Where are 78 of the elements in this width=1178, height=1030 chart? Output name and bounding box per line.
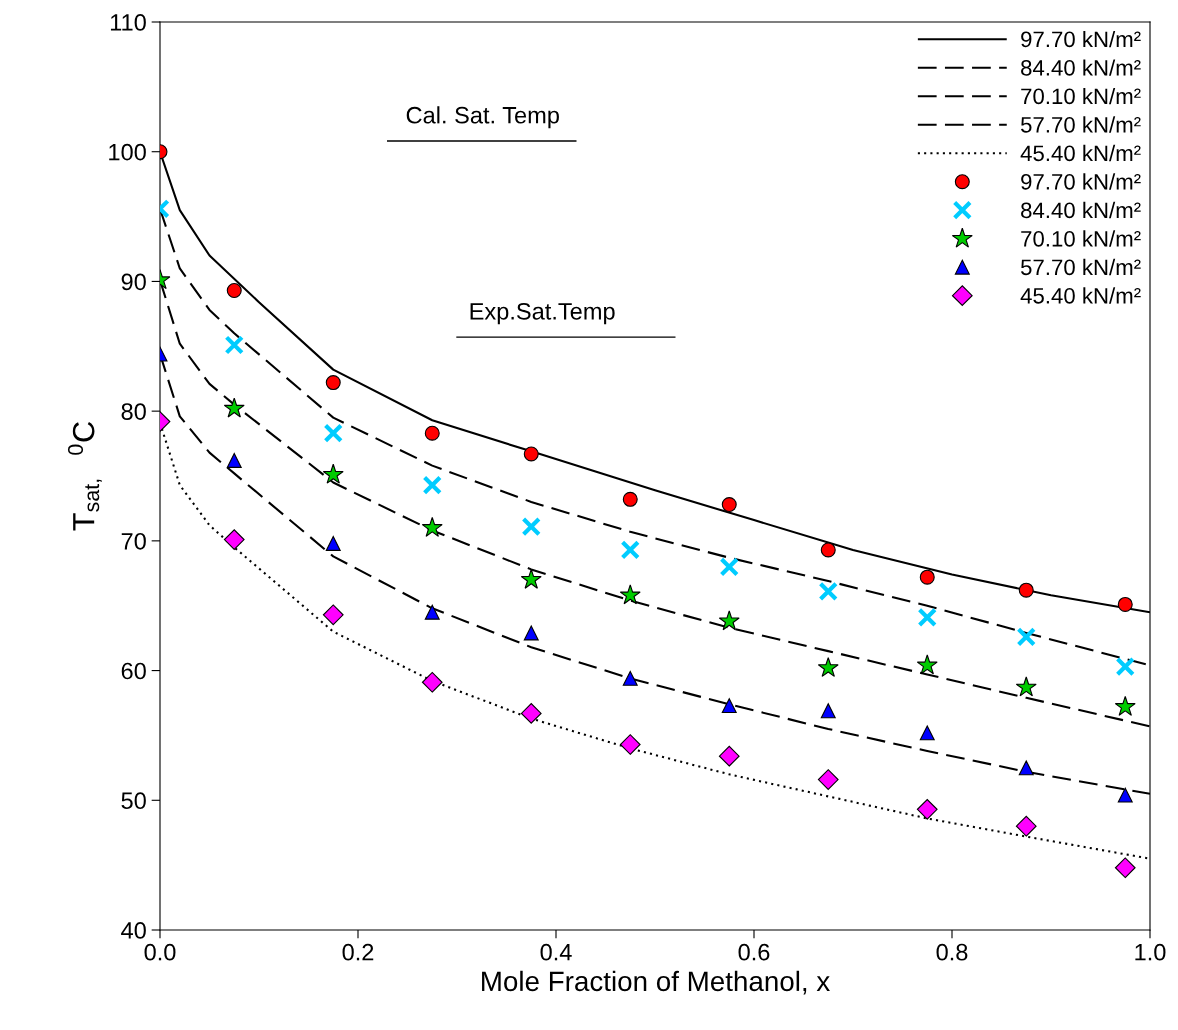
point <box>421 671 443 693</box>
point <box>622 670 638 686</box>
x-axis-title: Mole Fraction of Methanol, x <box>482 970 830 995</box>
point <box>226 283 242 299</box>
x-tick-label: 0.6 <box>738 943 770 961</box>
point <box>223 529 245 550</box>
point <box>917 607 937 628</box>
point <box>820 542 836 558</box>
point <box>718 745 740 767</box>
point <box>325 375 341 391</box>
point <box>224 335 244 355</box>
point <box>521 516 541 537</box>
legend-label: 97.70 kN/m² <box>1021 173 1141 190</box>
point <box>620 540 640 560</box>
x-tick-label: 1.0 <box>1135 943 1166 961</box>
point <box>919 569 935 585</box>
y-tick-label: 60 <box>121 662 146 680</box>
point <box>520 568 542 589</box>
point <box>721 698 737 714</box>
point <box>1114 857 1136 879</box>
legend-label: 97.70 kN/m² <box>1021 30 1141 48</box>
x-tick-label: 0.4 <box>540 943 572 961</box>
point <box>1117 787 1133 803</box>
point <box>323 423 343 443</box>
y-tick-label: 40 <box>121 922 146 939</box>
x-tick-label: 0.8 <box>936 943 968 961</box>
point <box>1018 582 1034 598</box>
point <box>421 516 443 537</box>
y-tick-label: 90 <box>121 273 146 291</box>
point <box>817 657 839 677</box>
point <box>1015 815 1037 837</box>
legend-label: 45.40 kN/m² <box>1020 287 1141 304</box>
y-axis-title: T$_{sat,}$ $^{0}$C <box>67 422 102 531</box>
point <box>325 535 341 551</box>
legend-label: 57.70 kN/m² <box>1020 116 1141 133</box>
y-tick-label: 50 <box>121 792 146 810</box>
x-tick-label: 0.0 <box>144 943 176 961</box>
point <box>718 610 740 631</box>
point <box>818 581 838 602</box>
legend-label: 84.40 kN/m² <box>1021 59 1141 76</box>
point <box>916 654 938 675</box>
y-tick-label: 100 <box>109 143 146 161</box>
point <box>719 557 739 577</box>
point <box>820 703 836 719</box>
point <box>1016 627 1036 647</box>
y-tick-label: 80 <box>121 403 146 420</box>
point <box>523 625 539 641</box>
legend-label: 70.10 kN/m² <box>1021 230 1141 247</box>
legend-label: 84.40 kN/m² <box>1021 201 1141 219</box>
point <box>523 446 539 462</box>
point <box>520 703 542 724</box>
point <box>226 452 242 468</box>
point <box>1115 656 1135 677</box>
point <box>223 397 245 418</box>
point <box>721 497 737 513</box>
point <box>322 463 344 484</box>
point <box>919 725 935 741</box>
point <box>1018 760 1034 776</box>
annotation: Cal. Sat. Temp <box>406 106 559 129</box>
point <box>817 769 839 790</box>
legend-label: 70.10 kN/m² <box>1021 87 1141 105</box>
point <box>622 491 638 507</box>
legend-label: 57.70 kN/m² <box>1020 258 1141 276</box>
y-tick-label: 110 <box>110 14 146 31</box>
legend-label: 45.40 kN/m² <box>1020 144 1141 162</box>
point <box>619 584 641 605</box>
annotation: Exp.Sat.Temp <box>470 302 615 325</box>
point <box>1117 596 1133 612</box>
point <box>422 475 442 495</box>
point <box>322 604 344 626</box>
point <box>424 604 440 620</box>
point <box>1015 676 1037 697</box>
point <box>619 734 641 755</box>
point <box>424 425 440 441</box>
point <box>916 798 938 820</box>
x-tick-label: 0.2 <box>342 943 374 961</box>
point <box>1114 695 1136 716</box>
y-tick-label: 70 <box>121 532 146 550</box>
